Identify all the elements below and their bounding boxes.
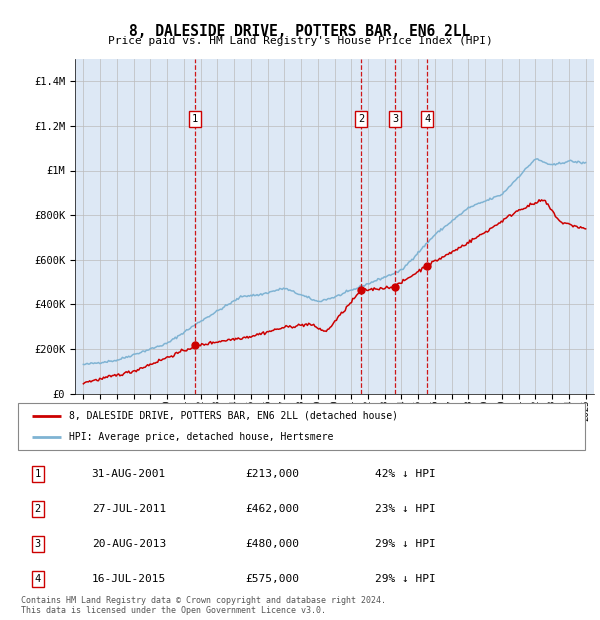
Text: £462,000: £462,000 (245, 504, 299, 514)
Text: 4: 4 (35, 574, 41, 584)
Text: Price paid vs. HM Land Registry's House Price Index (HPI): Price paid vs. HM Land Registry's House … (107, 36, 493, 46)
Text: HPI: Average price, detached house, Hertsmere: HPI: Average price, detached house, Hert… (69, 432, 334, 442)
Text: 3: 3 (392, 114, 398, 124)
Text: £213,000: £213,000 (245, 469, 299, 479)
Text: 1: 1 (35, 469, 41, 479)
Text: 2: 2 (35, 504, 41, 514)
Text: £480,000: £480,000 (245, 539, 299, 549)
Text: 29% ↓ HPI: 29% ↓ HPI (375, 539, 436, 549)
Text: 8, DALESIDE DRIVE, POTTERS BAR, EN6 2LL (detached house): 8, DALESIDE DRIVE, POTTERS BAR, EN6 2LL … (69, 410, 398, 420)
Text: 27-JUL-2011: 27-JUL-2011 (92, 504, 166, 514)
Text: 3: 3 (35, 539, 41, 549)
Text: 20-AUG-2013: 20-AUG-2013 (92, 539, 166, 549)
Text: 2: 2 (358, 114, 364, 124)
Text: 4: 4 (424, 114, 430, 124)
FancyBboxPatch shape (18, 403, 585, 450)
Text: 8, DALESIDE DRIVE, POTTERS BAR, EN6 2LL: 8, DALESIDE DRIVE, POTTERS BAR, EN6 2LL (130, 24, 470, 38)
Text: 29% ↓ HPI: 29% ↓ HPI (375, 574, 436, 584)
Text: Contains HM Land Registry data © Crown copyright and database right 2024.
This d: Contains HM Land Registry data © Crown c… (21, 596, 386, 615)
Text: 23% ↓ HPI: 23% ↓ HPI (375, 504, 436, 514)
Text: £575,000: £575,000 (245, 574, 299, 584)
Text: 1: 1 (192, 114, 198, 124)
Text: 16-JUL-2015: 16-JUL-2015 (92, 574, 166, 584)
Text: 42% ↓ HPI: 42% ↓ HPI (375, 469, 436, 479)
Text: 31-AUG-2001: 31-AUG-2001 (92, 469, 166, 479)
